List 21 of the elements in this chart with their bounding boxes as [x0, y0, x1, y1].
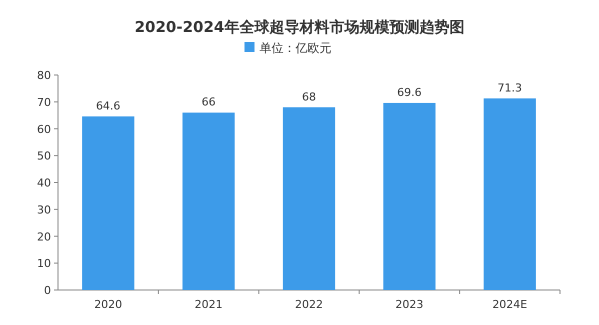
- legend-label: 单位：亿欧元: [260, 41, 332, 55]
- x-tick-label: 2021: [194, 298, 223, 311]
- chart-title: 2020-2024年全球超导材料市场规模预测趋势图: [134, 18, 464, 36]
- x-tick-label: 2024E: [492, 298, 528, 311]
- x-tick-label: 2020: [94, 298, 122, 311]
- data-label: 69.6: [397, 86, 422, 99]
- data-label: 68: [302, 90, 316, 104]
- y-tick-label: 50: [37, 150, 51, 163]
- y-tick-label: 70: [37, 96, 51, 109]
- y-tick-label: 0: [44, 284, 51, 297]
- y-tick-label: 10: [37, 257, 51, 270]
- x-tick-label: 2022: [295, 298, 323, 311]
- x-tick-label: 2023: [395, 298, 424, 311]
- y-tick-label: 60: [37, 122, 51, 136]
- data-label: 66: [202, 96, 216, 109]
- y-tick-label: 40: [37, 176, 51, 190]
- data-label: 71.3: [498, 81, 522, 94]
- y-tick-label: 80: [37, 69, 51, 82]
- y-tick-label: 20: [37, 230, 51, 244]
- data-label: 64.6: [96, 99, 120, 112]
- y-tick-label: 30: [37, 203, 51, 216]
